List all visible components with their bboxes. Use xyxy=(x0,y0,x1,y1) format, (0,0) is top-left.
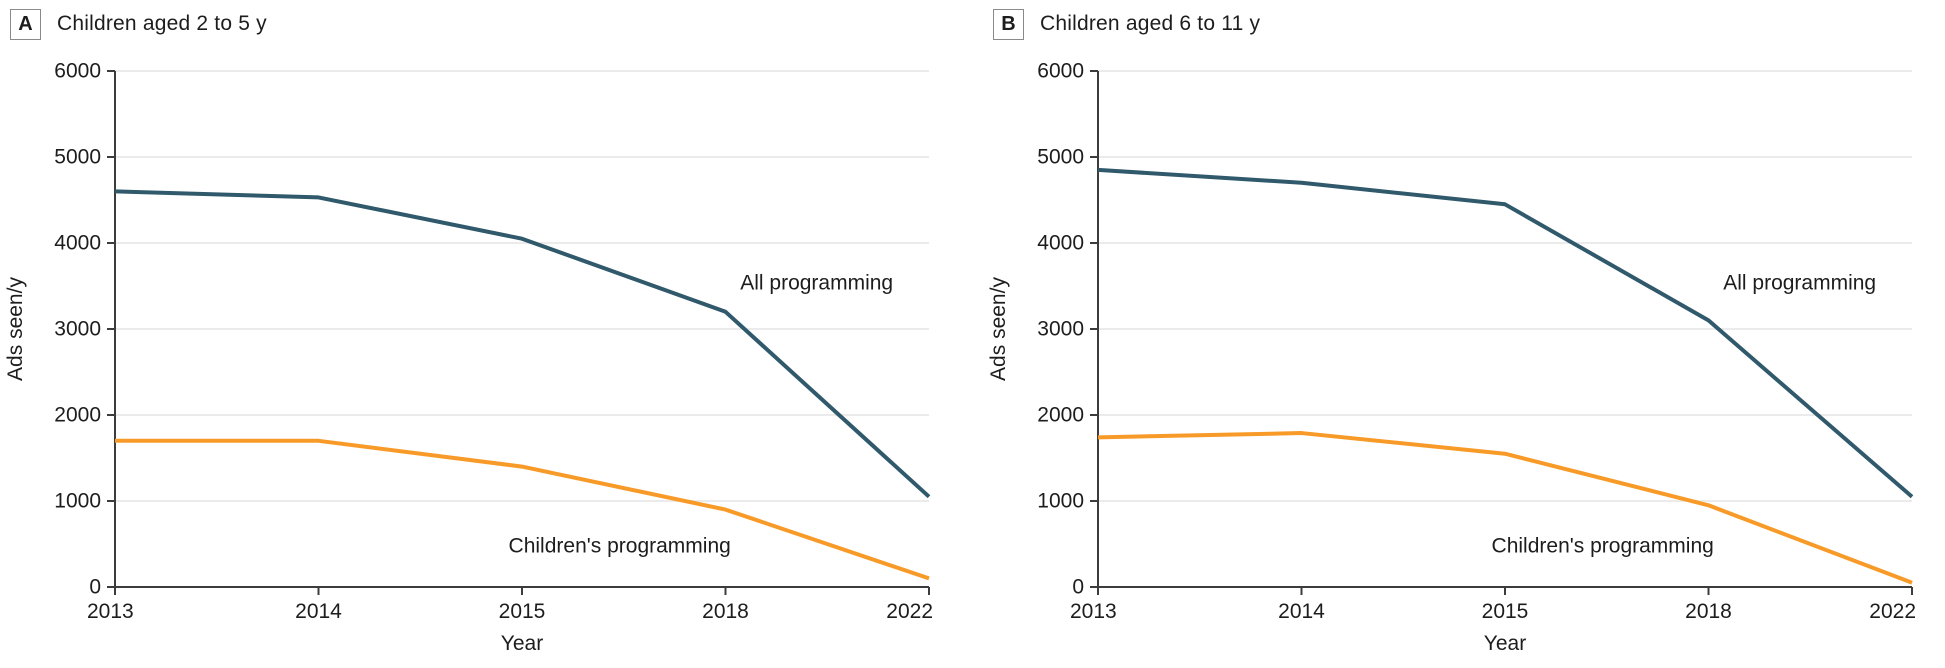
y-tick-label-1000: 1000 xyxy=(54,490,101,513)
panel-a: A Children aged 2 to 5 y 0 1000 2000 3000 40… xyxy=(0,0,962,668)
x-tick-label-2018: 2018 xyxy=(1685,600,1732,623)
x-tick-label-2014: 2014 xyxy=(295,600,342,623)
y-axis-title: Ads seen/y xyxy=(987,277,1010,381)
x-tick-label-2022: 2022 xyxy=(886,600,933,623)
x-tick-label-2013: 2013 xyxy=(1070,600,1117,623)
x-tick-label-2014: 2014 xyxy=(1278,600,1325,623)
y-tick-label-3000: 3000 xyxy=(1037,318,1084,341)
series-line-children-s-programming xyxy=(115,438,930,581)
series-line-children-s-programming xyxy=(1097,431,1913,585)
panel-a-header: A Children aged 2 to 5 y xyxy=(10,8,267,40)
x-tick-label-2022: 2022 xyxy=(1869,600,1916,623)
y-tick-label-2000: 2000 xyxy=(1037,404,1084,427)
series-label-all-programming: All programming xyxy=(740,272,893,295)
panel-a-title: Children aged 2 to 5 y xyxy=(57,12,267,35)
panel-b-badge: B xyxy=(993,8,1024,40)
x-axis-title: Year xyxy=(501,632,543,655)
series-line-all-programming xyxy=(1097,167,1914,499)
x-tick-label-2018: 2018 xyxy=(702,600,749,623)
panel-b: B Children aged 6 to 11 y 0 1000 2000 3000 4… xyxy=(983,0,1945,668)
panel-a-badge: A xyxy=(10,8,41,40)
x-tick-label-2013: 2013 xyxy=(87,600,134,623)
y-tick-label-5000: 5000 xyxy=(1037,146,1084,169)
y-tick-label-1000: 1000 xyxy=(1037,490,1084,513)
panel-b-title: Children aged 6 to 11 y xyxy=(1040,12,1261,35)
y-tick-label-2000: 2000 xyxy=(54,404,101,427)
x-tick-label-2015: 2015 xyxy=(499,600,546,623)
x-axis-title: Year xyxy=(1484,632,1526,655)
y-tick-label-6000: 6000 xyxy=(54,60,101,83)
y-tick-label-4000: 4000 xyxy=(1037,232,1084,255)
y-tick-label-4000: 4000 xyxy=(54,232,101,255)
x-tick-label-2015: 2015 xyxy=(1482,600,1529,623)
y-tick-label-5000: 5000 xyxy=(54,146,101,169)
series-line-all-programming xyxy=(114,189,931,499)
series-label-all-programming: All programming xyxy=(1723,272,1876,295)
y-tick-label-0: 0 xyxy=(89,576,101,599)
panel-b-line-chart: 0 1000 2000 3000 4000 5000 6000 2013 2014 2015 201… xyxy=(987,60,1916,656)
panel-b-header: B Children aged 6 to 11 y xyxy=(993,8,1260,40)
series-label-children-s-programming: Children's programming xyxy=(509,535,731,558)
y-tick-label-3000: 3000 xyxy=(54,318,101,341)
series-label-children-s-programming: Children's programming xyxy=(1492,535,1714,558)
y-tick-label-6000: 6000 xyxy=(1037,60,1084,83)
y-tick-label-0: 0 xyxy=(1072,576,1084,599)
y-axis-title: Ads seen/y xyxy=(4,277,27,381)
panel-a-line-chart: 0 1000 2000 3000 4000 5000 6000 2013 2014 2015 201… xyxy=(4,60,933,656)
